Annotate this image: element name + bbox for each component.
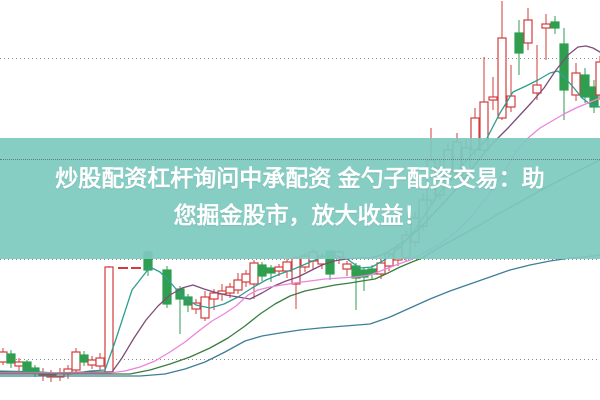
ad-banner-line1: 炒股配资杠杆询问中承配资 金勺子配资交易：助 (55, 164, 545, 191)
ad-banner-overlay[interactable]: 炒股配资杠杆询问中承配资 金勺子配资交易：助 您掘金股市，放大收益！ (0, 138, 600, 259)
banner-gridline (0, 159, 600, 160)
ad-banner-line2: 您掘金股市，放大收益！ (173, 201, 427, 228)
